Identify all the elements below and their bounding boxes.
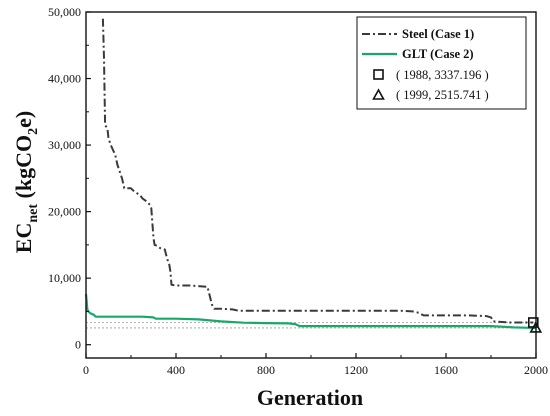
y-tick-label: 50,000 <box>48 5 81 19</box>
y-tick-label: 20,000 <box>48 205 81 219</box>
x-tick-label: 400 <box>167 363 185 377</box>
x-tick-label: 1200 <box>344 363 368 377</box>
y-axis-label-unit-end: e) <box>11 111 36 128</box>
y-tick-label: 10,000 <box>48 271 81 285</box>
y-tick-label: 40,000 <box>48 72 81 86</box>
y-axis-tick-labels: 0 10,000 20,000 30,000 40,000 50,000 <box>48 5 81 352</box>
legend: Steel (Case 1) GLT (Case 2) ( 1988, 3337… <box>356 16 527 110</box>
y-axis-label-main: EC <box>11 223 36 254</box>
y-axis-label-unit-subscript: 2 <box>26 128 41 135</box>
x-tick-label: 1600 <box>434 363 458 377</box>
y-tick-label: 30,000 <box>48 138 81 152</box>
x-tick-label: 0 <box>83 363 89 377</box>
y-axis-label-unit: (kgCO <box>11 135 36 204</box>
legend-box <box>356 16 527 110</box>
series-line-steel <box>101 18 534 324</box>
series-layer <box>84 18 536 330</box>
x-tick-label: 800 <box>257 363 275 377</box>
x-axis-label: Generation <box>257 385 363 410</box>
legend-point-1-label: ( 1988, 3337.196 ) <box>396 68 489 82</box>
y-tick-label: 0 <box>75 338 81 352</box>
legend-glt-label: GLT (Case 2) <box>402 47 474 61</box>
y-axis-ticks <box>86 11 91 346</box>
x-tick-label: 2000 <box>524 363 548 377</box>
legend-square-marker <box>373 69 384 80</box>
reference-lines <box>86 322 536 329</box>
x-axis-ticks <box>85 353 537 358</box>
legend-triangle-marker <box>372 88 385 100</box>
series-line-glt <box>84 293 536 330</box>
point-markers <box>527 317 543 333</box>
legend-steel-label: Steel (Case 1) <box>402 27 474 41</box>
legend-point-2-label: ( 1999, 2515.741 ) <box>396 88 489 102</box>
y-axis-label-subscript: net <box>26 204 41 223</box>
y-axis-label: ECnet (kgCO2e) <box>11 111 41 253</box>
x-axis-tick-labels: 0 400 800 1200 1600 2000 <box>83 363 548 377</box>
